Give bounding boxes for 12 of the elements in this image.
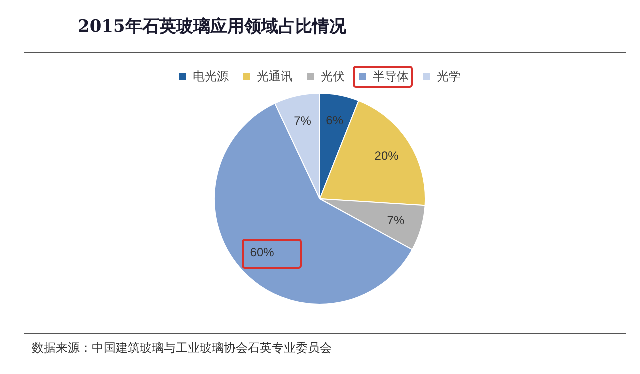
data-label: 7% [294, 114, 312, 128]
data-label: 7% [387, 213, 405, 228]
data-label: 6% [326, 114, 344, 128]
data-label: 20% [374, 148, 400, 163]
legend-label: 光伏 [321, 69, 345, 84]
data-label: 60% [250, 245, 275, 260]
legend-label: 光学 [437, 69, 461, 84]
legend-label: 光通讯 [257, 69, 293, 84]
chart-title: 2015年石英玻璃应用领域占比情况 [77, 16, 348, 39]
source-note: 数据来源：中国建筑玻璃与工业玻璃协会石英专业委员会 [31, 340, 333, 357]
legend-label: 电光源 [193, 69, 229, 84]
legend-label: 半导体 [373, 69, 409, 84]
